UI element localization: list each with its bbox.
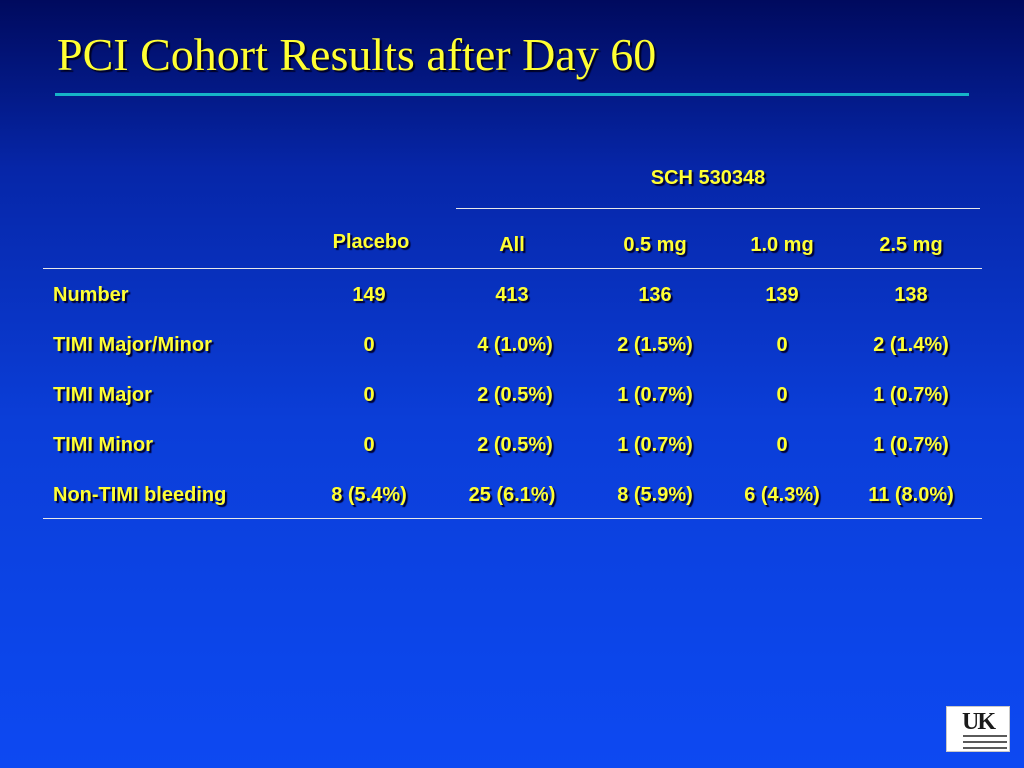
cell-timi-minor-all: 2 (0.5%) — [477, 434, 553, 456]
table-bottom-rule — [43, 518, 982, 519]
logo-mark: UK — [962, 709, 996, 735]
group-header-rule — [456, 208, 980, 209]
cell-non-timi-bleeding-0-5-mg: 8 (5.9%) — [617, 484, 693, 506]
column-header-all: All — [499, 234, 525, 256]
row-label-timi-major-minor: TIMI Major/Minor — [53, 334, 212, 356]
column-header-placebo: Placebo — [332, 231, 410, 253]
cell-timi-major-placebo: 0 — [363, 384, 375, 406]
row-label-timi-major: TIMI Major — [53, 384, 152, 406]
cell-non-timi-bleeding-all: 25 (6.1%) — [468, 484, 556, 506]
cell-timi-major-minor-1-0-mg: 0 — [776, 334, 788, 356]
cell-timi-minor-0-5-mg: 1 (0.7%) — [617, 434, 693, 456]
cell-non-timi-bleeding-2-5-mg: 11 (8.0%) — [868, 484, 954, 506]
group-header-sch-530348: SCH 530348 — [650, 167, 766, 189]
cell-timi-major-0-5-mg: 1 (0.7%) — [617, 384, 693, 406]
cell-timi-major-2-5-mg: 1 (0.7%) — [873, 384, 949, 406]
cell-number-all: 413 — [495, 284, 529, 306]
logo-subtitle-graphic — [949, 735, 1007, 749]
cell-timi-major-minor-0-5-mg: 2 (1.5%) — [617, 334, 693, 356]
header-rule — [43, 268, 982, 269]
cell-timi-major-minor-2-5-mg: 2 (1.4%) — [873, 334, 949, 356]
university-logo: UK — [946, 706, 1010, 752]
row-label-timi-minor: TIMI Minor — [53, 434, 153, 456]
cell-non-timi-bleeding-1-0-mg: 6 (4.3%) — [744, 484, 820, 506]
cell-timi-minor-placebo: 0 — [363, 434, 375, 456]
column-header-2-5-mg: 2.5 mg — [879, 234, 943, 256]
cell-number-placebo: 149 — [352, 284, 386, 306]
cell-timi-minor-2-5-mg: 1 (0.7%) — [873, 434, 949, 456]
column-header-0-5-mg: 0.5 mg — [623, 234, 687, 256]
row-label-non-timi-bleeding: Non-TIMI bleeding — [53, 484, 227, 506]
column-header-1-0-mg: 1.0 mg — [750, 234, 814, 256]
cell-non-timi-bleeding-placebo: 8 (5.4%) — [331, 484, 407, 506]
cell-number-1-0-mg: 139 — [765, 284, 799, 306]
row-label-number: Number — [53, 284, 129, 306]
cell-timi-major-minor-placebo: 0 — [363, 334, 375, 356]
cell-number-0-5-mg: 136 — [638, 284, 672, 306]
cell-timi-major-minor-all: 4 (1.0%) — [477, 334, 553, 356]
results-table: SCH 530348 Placebo All 0.5 mg 1.0 mg 2.5… — [43, 150, 982, 522]
cell-timi-major-all: 2 (0.5%) — [477, 384, 553, 406]
cell-number-2-5-mg: 138 — [894, 284, 928, 306]
title-underline — [55, 93, 969, 96]
cell-timi-minor-1-0-mg: 0 — [776, 434, 788, 456]
slide-title: PCI Cohort Results after Day 60 — [57, 29, 657, 80]
cell-timi-major-1-0-mg: 0 — [776, 384, 788, 406]
